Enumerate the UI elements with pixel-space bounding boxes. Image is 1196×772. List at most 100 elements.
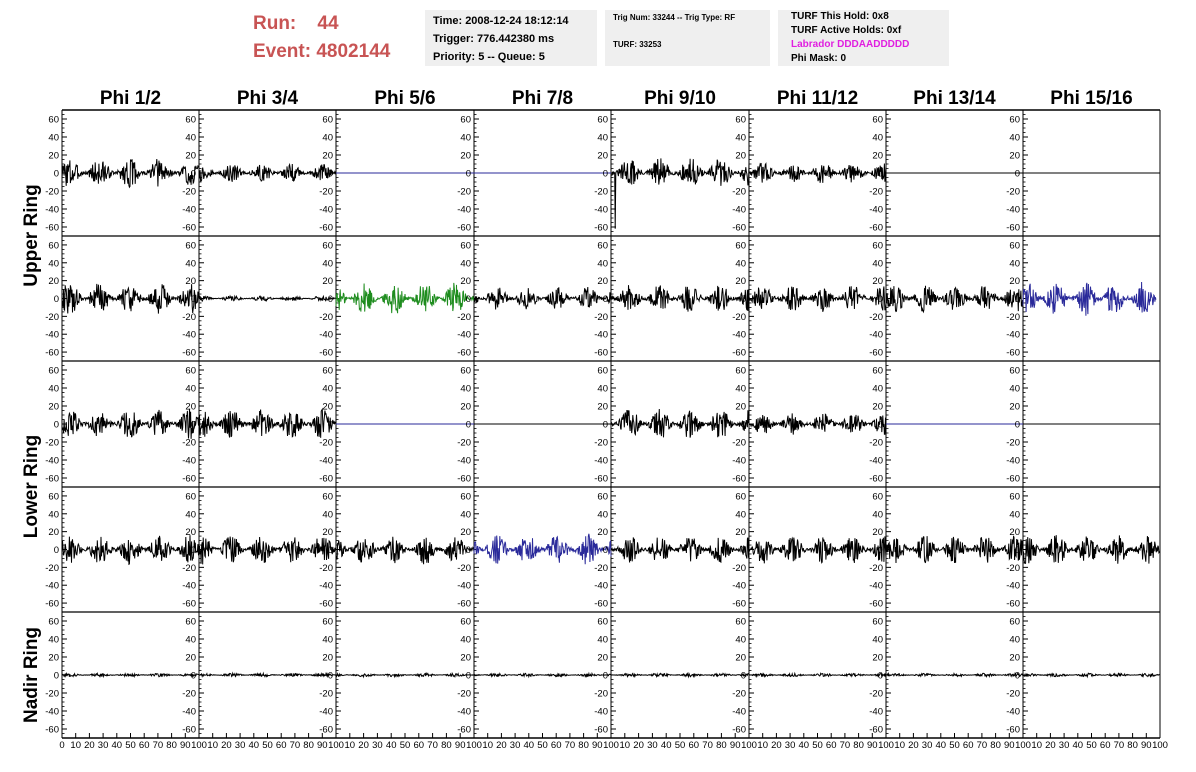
event-label: Event: xyxy=(253,41,312,62)
y-tick-label: -20 xyxy=(1006,689,1020,700)
y-tick-label: 40 xyxy=(597,258,608,269)
x-tick-label: 30 xyxy=(372,740,383,751)
y-tick-label: -60 xyxy=(869,474,883,485)
y-tick-label: 40 xyxy=(872,384,883,395)
y-tick-label: 20 xyxy=(872,276,883,287)
y-tick-label: 0 xyxy=(1015,420,1020,431)
y-tick-label: 0 xyxy=(1015,545,1020,556)
waveform-trace xyxy=(61,535,200,566)
waveform-trace xyxy=(748,671,887,678)
y-tick-label: -60 xyxy=(182,474,196,485)
y-tick-label: -60 xyxy=(182,223,196,234)
y-tick-label: 60 xyxy=(185,240,196,251)
turf-text: TURF: 33253 xyxy=(613,40,662,49)
y-tick-label: -60 xyxy=(319,474,333,485)
y-tick-label: -60 xyxy=(457,474,471,485)
x-tick-label: 60 xyxy=(1100,740,1111,751)
waveform-trace xyxy=(198,536,337,565)
y-tick-label: -60 xyxy=(732,348,746,359)
run-label: Run: xyxy=(253,13,297,34)
y-tick-label: -60 xyxy=(457,599,471,610)
x-tick-label: 80 xyxy=(853,740,864,751)
waveform-trace xyxy=(1022,535,1161,565)
y-tick-label: 0 xyxy=(603,169,608,180)
y-tick-label: -40 xyxy=(45,581,59,592)
y-tick-label: -20 xyxy=(457,563,471,574)
y-tick-label: -40 xyxy=(182,456,196,467)
y-tick-label: -60 xyxy=(1006,599,1020,610)
y-tick-label: 0 xyxy=(191,169,196,180)
x-tick-label: 40 xyxy=(524,740,535,751)
waveform-trace xyxy=(748,413,887,435)
x-tick-label: 50 xyxy=(949,740,960,751)
ring-label: Nadir Ring xyxy=(21,627,42,723)
y-tick-label: 60 xyxy=(735,115,746,126)
x-tick-label: 10 xyxy=(757,740,768,751)
y-tick-label: -60 xyxy=(182,348,196,359)
y-tick-label: 60 xyxy=(872,240,883,251)
y-tick-label: -40 xyxy=(594,581,608,592)
y-tick-label: 40 xyxy=(872,635,883,646)
x-tick-label: 10 xyxy=(1031,740,1042,751)
y-tick-label: -40 xyxy=(319,205,333,216)
ring-label: Lower Ring xyxy=(21,435,42,538)
y-tick-label: -20 xyxy=(45,563,59,574)
x-tick-label: 10 xyxy=(70,740,81,751)
y-tick-label: 60 xyxy=(872,617,883,628)
x-tick-label: 40 xyxy=(799,740,810,751)
x-tick-label: 30 xyxy=(235,740,246,751)
y-tick-label: 0 xyxy=(466,169,471,180)
y-tick-label: -60 xyxy=(732,725,746,736)
y-tick-label: 40 xyxy=(48,258,59,269)
waveform-trace xyxy=(610,537,750,564)
y-tick-label: 0 xyxy=(1015,169,1020,180)
y-tick-label: 40 xyxy=(1009,635,1020,646)
y-tick-label: -60 xyxy=(594,474,608,485)
y-tick-label: 0 xyxy=(1015,671,1020,682)
y-tick-label: -20 xyxy=(1006,438,1020,449)
y-tick-label: 60 xyxy=(1009,115,1020,126)
x-tick-label: 100 xyxy=(603,740,619,751)
x-tick-label: 70 xyxy=(427,740,438,751)
y-tick-label: -20 xyxy=(869,187,883,198)
x-tick-label: 10 xyxy=(207,740,218,751)
y-tick-label: -20 xyxy=(594,689,608,700)
x-tick-label: 60 xyxy=(963,740,974,751)
x-tick-label: 90 xyxy=(455,740,466,751)
y-tick-label: 40 xyxy=(597,384,608,395)
x-tick-label: 70 xyxy=(565,740,576,751)
y-tick-label: 60 xyxy=(322,491,333,502)
y-tick-label: 60 xyxy=(872,115,883,126)
y-tick-label: -20 xyxy=(594,438,608,449)
waveform-trace xyxy=(473,533,612,565)
y-tick-label: 0 xyxy=(741,420,746,431)
waveform-trace xyxy=(61,408,200,439)
y-tick-label: -60 xyxy=(869,223,883,234)
y-tick-label: -60 xyxy=(1006,223,1020,234)
y-tick-label: -60 xyxy=(319,223,333,234)
y-tick-label: 20 xyxy=(597,402,608,413)
y-tick-label: -40 xyxy=(45,456,59,467)
x-tick-label: 70 xyxy=(840,740,851,751)
y-tick-label: 20 xyxy=(597,276,608,287)
y-tick-label: -40 xyxy=(45,707,59,718)
trig-info-box: Trig Num: 33244 -- Trig Type: RF TURF: 3… xyxy=(605,10,770,66)
y-tick-label: -60 xyxy=(45,599,59,610)
y-tick-label: 40 xyxy=(48,133,59,144)
y-tick-label: 40 xyxy=(872,258,883,269)
y-tick-label: -20 xyxy=(457,312,471,323)
y-tick-label: 40 xyxy=(322,635,333,646)
waveform-trace xyxy=(1022,672,1161,679)
y-tick-label: -20 xyxy=(457,438,471,449)
x-tick-label: 80 xyxy=(303,740,314,751)
y-tick-label: 40 xyxy=(185,133,196,144)
y-tick-label: 0 xyxy=(54,545,59,556)
y-tick-label: -40 xyxy=(457,456,471,467)
priority-text: Priority: 5 -- Queue: 5 xyxy=(433,51,545,63)
y-tick-label: 40 xyxy=(597,133,608,144)
y-tick-label: 60 xyxy=(597,366,608,377)
y-tick-label: -60 xyxy=(319,725,333,736)
y-tick-label: -20 xyxy=(869,563,883,574)
y-tick-label: 20 xyxy=(872,653,883,664)
y-tick-label: 20 xyxy=(185,402,196,413)
